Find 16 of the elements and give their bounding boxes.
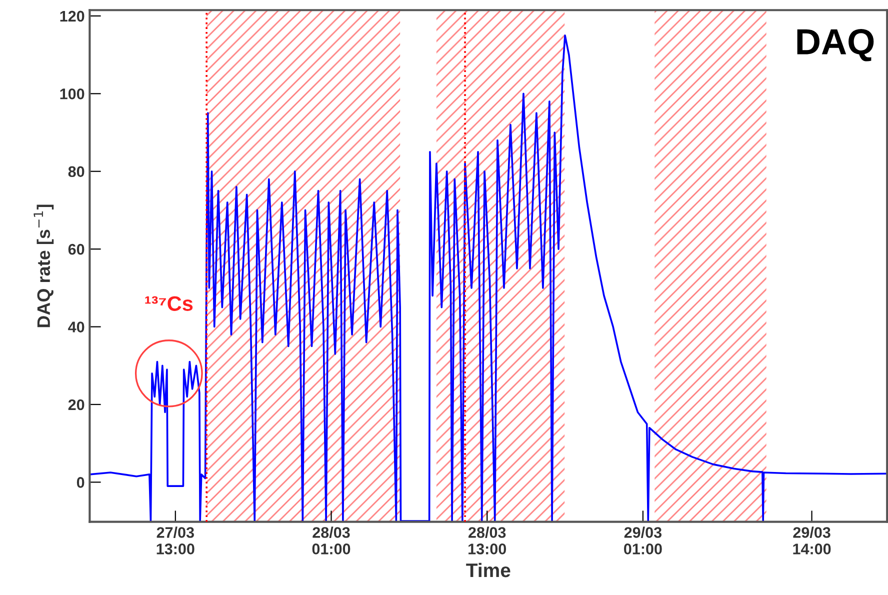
y-tick-label: 40	[68, 322, 84, 332]
y-tick-label: 20	[68, 399, 84, 410]
x-tick-label: 28/03 13:00	[468, 526, 506, 554]
x-axis-title: Time	[466, 562, 510, 578]
x-tick-label: 28/03 01:00	[312, 526, 350, 554]
y-tick-label: 120	[60, 10, 84, 22]
annotation: DAQ	[797, 28, 874, 62]
annotation: ¹³⁷Cs	[145, 296, 193, 311]
x-tick-label: 29/03 01:00	[624, 526, 662, 554]
y-tick-label: 0	[76, 477, 84, 488]
y-tick-label: 80	[68, 166, 84, 178]
y-axis-title: DAQ rate [s$^{−1}$]	[34, 204, 54, 328]
x-tick-label: 27/03 13:00	[156, 526, 194, 554]
y-tick-label: 60	[68, 244, 84, 255]
y-tick-label: 100	[60, 88, 84, 100]
x-tick-label: 29/03 14:00	[793, 526, 831, 554]
